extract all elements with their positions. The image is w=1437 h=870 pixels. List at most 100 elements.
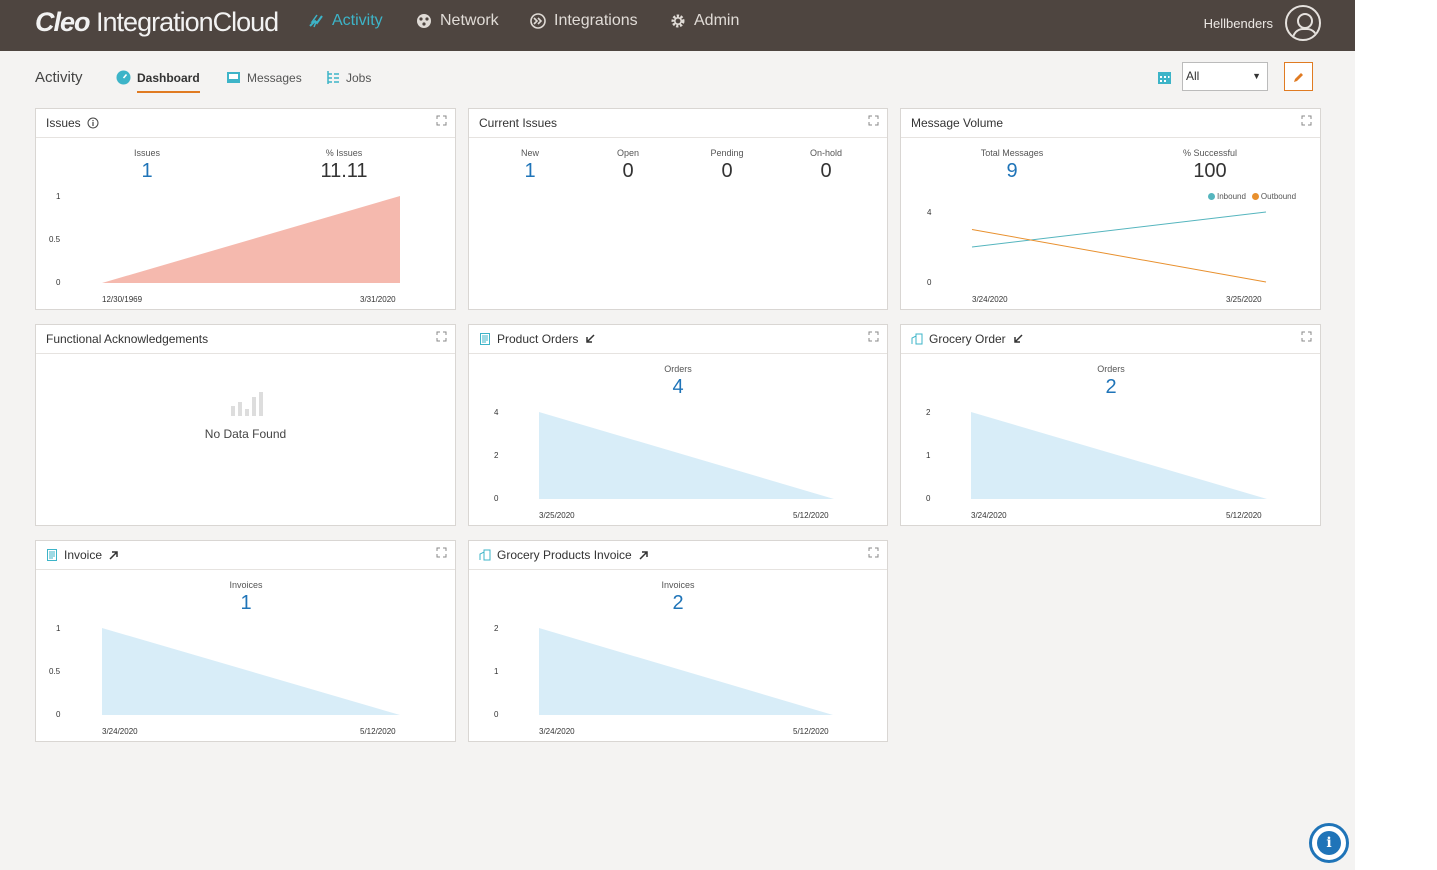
tab-jobs[interactable]: Jobs — [325, 70, 371, 85]
integrations-icon — [530, 13, 546, 29]
metric-value: 11.11 — [320, 160, 368, 182]
metric-label: Invoices — [661, 580, 695, 590]
metric-label: Issues — [133, 148, 160, 158]
x-tick: 5/12/2020 — [793, 511, 829, 520]
page-title: Activity — [35, 69, 83, 86]
tab-messages-label: Messages — [247, 70, 302, 85]
orders-area — [971, 412, 1267, 499]
metric-value[interactable]: 4 — [672, 376, 684, 398]
user-menu[interactable]: Hellbenders — [1204, 5, 1321, 41]
panel-title: Message Volume — [911, 116, 1004, 130]
expand-icon[interactable] — [436, 547, 447, 558]
document-icon — [47, 549, 57, 561]
nav-admin[interactable]: Admin — [670, 12, 739, 30]
nav-network[interactable]: Network — [416, 12, 499, 30]
panel-title: Product Orders — [497, 332, 579, 346]
chevron-down-icon: ▼ — [1252, 71, 1261, 81]
y-tick: 2 — [494, 451, 499, 460]
metric-value: 100 — [1193, 160, 1227, 182]
nav-activity[interactable]: Activity — [308, 12, 383, 30]
y-tick: 0.5 — [49, 235, 61, 244]
metric-value[interactable]: 1 — [524, 160, 536, 182]
date-range-select[interactable]: All ▼ — [1182, 62, 1268, 91]
x-tick: 3/24/2020 — [972, 295, 1008, 304]
panel-header: Issues — [36, 109, 455, 138]
expand-icon[interactable] — [436, 331, 447, 342]
panel-header: Grocery Order — [901, 325, 1320, 354]
invoice-panel: Invoice Invoices 1 1 0.5 0 3/24/2020 5/1… — [35, 540, 456, 742]
expand-icon[interactable] — [1301, 115, 1312, 126]
panel-header: Message Volume — [901, 109, 1320, 138]
message-volume-chart: 4 0 3/24/2020 3/25/2020 — [927, 208, 1267, 304]
avatar-icon[interactable] — [1285, 5, 1321, 41]
expand-icon[interactable] — [1301, 331, 1312, 342]
y-tick: 1 — [56, 192, 61, 201]
arrow-down-left-icon — [1013, 334, 1023, 343]
metric-label: On-hold — [809, 148, 843, 158]
y-tick: 0 — [927, 278, 932, 287]
metric-open: Open 0 — [568, 148, 688, 183]
metric-value[interactable]: 1 — [141, 160, 153, 182]
metric-label: Orders — [664, 364, 692, 374]
metric-percent-issues: % Issues 11.11 — [284, 148, 404, 183]
metric-value[interactable]: 1 — [240, 592, 252, 614]
tab-dashboard[interactable]: Dashboard — [116, 70, 200, 93]
building-icon — [479, 549, 491, 561]
app-root: Cleo IntegrationCloud Activity Network I… — [0, 0, 1355, 870]
metric-percent-successful: % Successful 100 — [1150, 148, 1270, 183]
metric-invoices: Invoices 1 — [186, 580, 306, 615]
arrow-up-right-icon — [639, 551, 648, 560]
help-info-button[interactable]: i — [1309, 823, 1349, 863]
y-tick: 2 — [494, 624, 499, 633]
info-icon[interactable] — [87, 117, 99, 129]
metric-pending: Pending 0 — [667, 148, 787, 183]
jobs-icon — [327, 71, 339, 84]
expand-icon[interactable] — [868, 547, 879, 558]
nav-admin-label: Admin — [694, 12, 740, 29]
nav-network-label: Network — [440, 12, 499, 29]
tab-messages[interactable]: Messages — [226, 70, 302, 85]
metric-label: Pending — [710, 148, 744, 158]
expand-icon[interactable] — [868, 115, 879, 126]
expand-icon[interactable] — [436, 115, 447, 126]
activity-icon — [309, 14, 323, 28]
calendar-icon[interactable] — [1157, 70, 1172, 85]
gear-icon — [671, 14, 685, 28]
expand-icon[interactable] — [868, 331, 879, 342]
grocery-products-invoice-chart: 2 1 0 3/24/2020 5/12/2020 — [494, 624, 833, 736]
x-tick: 5/12/2020 — [360, 727, 396, 736]
nav-integrations-label: Integrations — [554, 12, 638, 29]
top-navigation-bar: Cleo IntegrationCloud Activity Network I… — [0, 0, 1355, 51]
x-tick: 3/24/2020 — [971, 511, 1007, 520]
brand-logo[interactable]: Cleo IntegrationCloud — [35, 7, 279, 37]
arrow-down-left-icon — [586, 334, 595, 343]
issues-area — [102, 196, 400, 283]
sub-navigation-bar: Activity Dashboard Messages Jobs All ▼ — [0, 51, 1355, 103]
legend-outbound[interactable]: Outbound — [1251, 192, 1296, 201]
panel-header: Functional Acknowledgements — [36, 325, 455, 354]
panel-title: Functional Acknowledgements — [46, 332, 209, 346]
metric-value[interactable]: 9 — [1006, 160, 1018, 182]
grocery-order-panel: Grocery Order Orders 2 2 1 0 3/24/2020 5… — [900, 324, 1321, 526]
legend-inbound[interactable]: Inbound — [1208, 192, 1246, 201]
y-tick: 2 — [926, 408, 931, 417]
network-icon — [417, 14, 431, 28]
nav-activity-label: Activity — [332, 12, 383, 29]
outbound-line — [971, 229, 1267, 283]
x-tick: 3/25/2020 — [539, 511, 575, 520]
building-icon — [911, 333, 923, 345]
dashboard-icon — [116, 70, 131, 85]
edit-dashboard-button[interactable] — [1284, 62, 1313, 91]
product-orders-panel: Product Orders Orders 4 4 2 0 3/25/2020 … — [468, 324, 888, 526]
invoice-chart: 1 0.5 0 3/24/2020 5/12/2020 — [49, 624, 400, 736]
no-data-message: No Data Found — [204, 427, 287, 441]
metric-label: % Successful — [1182, 148, 1238, 158]
metric-label: Total Messages — [980, 148, 1044, 158]
metric-value[interactable]: 2 — [1105, 376, 1117, 398]
metric-orders: Orders 4 — [618, 364, 738, 399]
x-tick: 5/12/2020 — [1226, 511, 1262, 520]
nav-integrations[interactable]: Integrations — [530, 12, 638, 30]
metric-value[interactable]: 2 — [672, 592, 684, 614]
x-tick: 3/24/2020 — [102, 727, 138, 736]
functional-acknowledgements-panel: Functional Acknowledgements No Data Foun… — [35, 324, 456, 526]
